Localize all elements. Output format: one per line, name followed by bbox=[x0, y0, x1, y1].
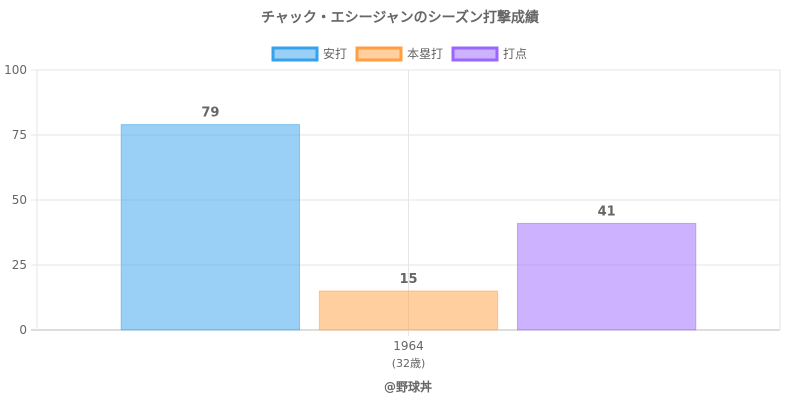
legend-swatch-打点 bbox=[451, 46, 499, 62]
bar-本塁打 bbox=[318, 290, 499, 331]
data-label-安打: 79 bbox=[201, 106, 219, 121]
x-tick-label: 1964 bbox=[393, 339, 424, 353]
x-tick-sublabel: (32歳) bbox=[392, 357, 426, 370]
data-label-本塁打: 15 bbox=[399, 272, 417, 287]
legend: 安打 本塁打 打点 bbox=[271, 46, 527, 62]
y-tick-label: 25 bbox=[12, 258, 27, 272]
bar-打点 bbox=[516, 222, 697, 331]
bar-安打 bbox=[120, 124, 301, 331]
y-tick-label: 75 bbox=[12, 128, 27, 142]
bars bbox=[120, 124, 697, 331]
y-tick-label: 0 bbox=[19, 323, 27, 337]
y-tick-label: 50 bbox=[12, 193, 27, 207]
y-tick-label: 100 bbox=[4, 63, 27, 77]
legend-swatch-本塁打 bbox=[355, 46, 403, 62]
x-axis-ticks: 1964 (32歳) bbox=[392, 339, 426, 370]
data-labels: 79 15 41 bbox=[201, 106, 615, 287]
legend-swatch-安打 bbox=[271, 46, 319, 62]
chart-title: チャック・エシージャンのシーズン打撃成績 bbox=[261, 9, 539, 26]
legend-label-打点: 打点 bbox=[503, 47, 527, 61]
data-label-打点: 41 bbox=[598, 204, 616, 219]
legend-label-本塁打: 本塁打 bbox=[407, 47, 443, 61]
footer-credit: @野球丼 bbox=[384, 379, 432, 394]
y-axis-ticks: 0 25 50 75 100 bbox=[4, 63, 27, 337]
legend-label-安打: 安打 bbox=[323, 46, 347, 61]
